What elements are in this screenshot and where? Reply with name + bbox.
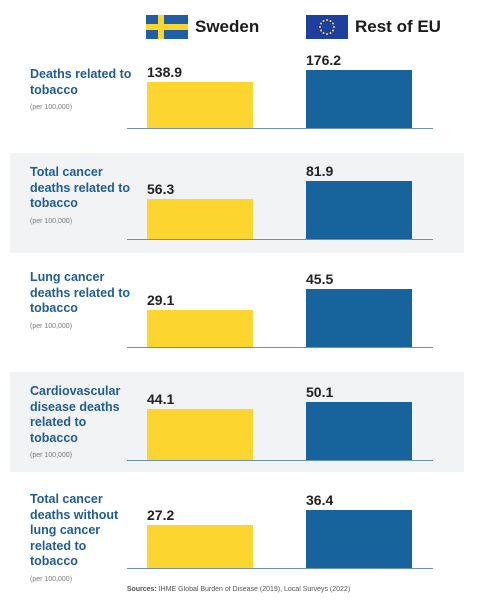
- chart-panel: Deaths related to tobacco (per 100,000) 13…: [10, 52, 464, 150]
- bar: [147, 524, 253, 568]
- chart-subtitle: (per 100,000): [30, 452, 73, 459]
- legend-label: Rest of EU: [355, 17, 441, 36]
- eu-flag: [306, 15, 348, 39]
- value-label: 176.2: [306, 52, 342, 68]
- bar: [306, 402, 412, 460]
- chart-panel: Lung cancer deaths related to tobacco (pe…: [10, 258, 464, 362]
- chart-subtitle: (per 100,000): [30, 323, 73, 330]
- chart-panel: Total cancer deaths related to tobacco (p…: [10, 153, 464, 253]
- sweden-flag: [146, 15, 188, 39]
- source-note: Sources: IHME Global Burden of Disease (…: [0, 586, 477, 593]
- chart-title: Deaths related to tobacco: [30, 67, 132, 97]
- baseline: [127, 128, 433, 129]
- value-label: 44.1: [147, 390, 175, 407]
- legend-label: Sweden: [195, 17, 260, 36]
- bar: [306, 510, 412, 568]
- value-label: 56.3: [147, 181, 175, 198]
- source-text: IHME Global Burden of Disease (2019), Lo…: [158, 586, 351, 593]
- value-label: 36.4: [306, 492, 334, 508]
- baseline: [127, 347, 433, 348]
- chart-title: Cardiovascular disease deaths related to…: [30, 384, 121, 445]
- bar: [147, 408, 253, 460]
- source-label: Sources:: [126, 586, 157, 593]
- chart-title: Total cancer deaths without lung cancer …: [30, 492, 119, 568]
- bar: [306, 70, 412, 128]
- chart-subtitle: (per 100,000): [30, 576, 73, 583]
- bar: [147, 199, 253, 239]
- value-label: 138.9: [147, 64, 183, 81]
- value-label: 45.5: [306, 271, 334, 287]
- baseline: [127, 460, 433, 461]
- chart-panel: Cardiovascular disease deaths related to…: [10, 372, 464, 472]
- value-label: 27.2: [147, 506, 175, 523]
- bar: [306, 181, 412, 239]
- baseline: [127, 239, 433, 240]
- bar: [147, 309, 253, 347]
- chart-title: Lung cancer deaths related to tobacco: [30, 270, 131, 315]
- chart-panel: Total cancer deaths without lung cancer …: [10, 480, 464, 586]
- value-label: 81.9: [306, 163, 334, 179]
- value-label: 50.1: [306, 384, 334, 400]
- chart-subtitle: (per 100,000): [30, 218, 73, 225]
- bar: [147, 82, 253, 128]
- bar: [306, 289, 412, 347]
- baseline: [127, 568, 433, 569]
- value-label: 29.1: [147, 291, 175, 308]
- chart-title: Total cancer deaths related to tobacco: [30, 165, 131, 210]
- chart-subtitle: (per 100,000): [30, 104, 73, 111]
